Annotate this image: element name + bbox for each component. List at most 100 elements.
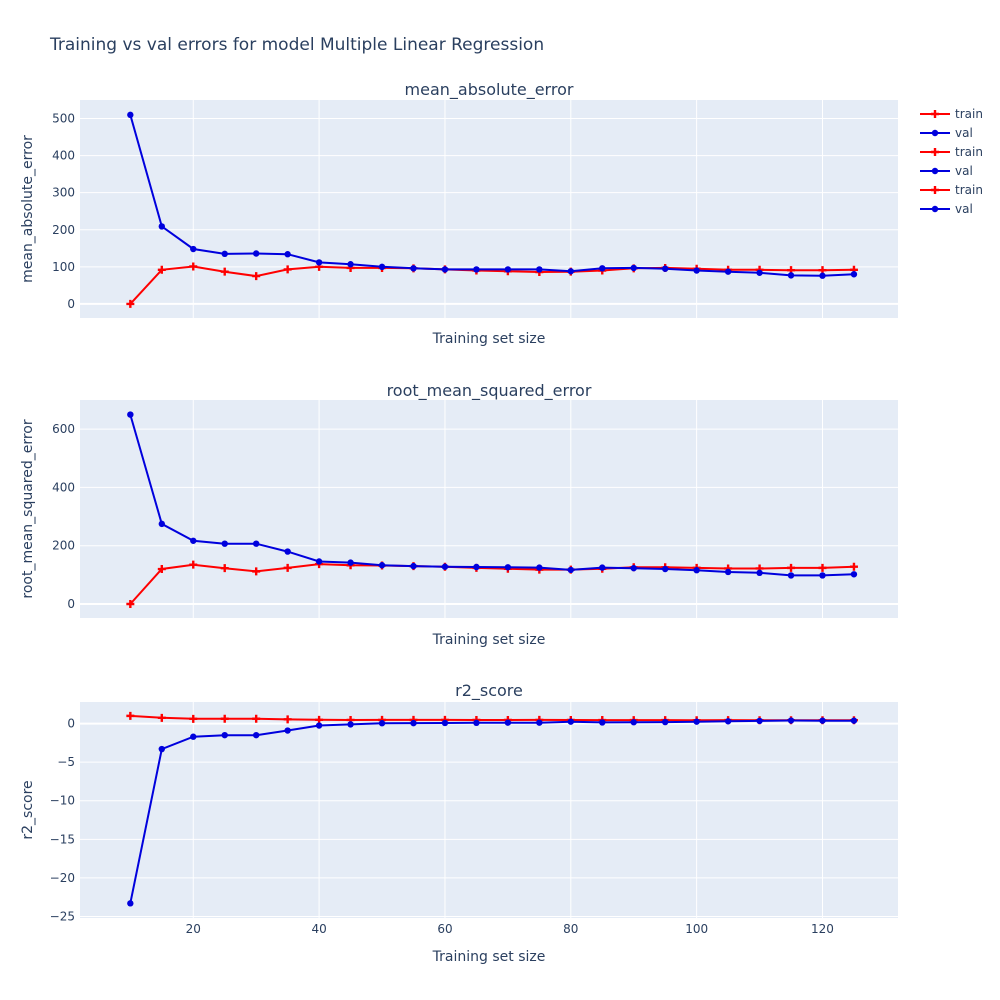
data-point-val	[190, 245, 197, 253]
data-point-val	[536, 266, 543, 273]
data-point-train	[849, 562, 858, 571]
data-point-val	[190, 733, 197, 740]
legend-item-val[interactable]: val	[920, 126, 973, 140]
y-tick-label: −20	[50, 871, 75, 885]
y-tick-label: 0	[67, 597, 75, 611]
series-val	[127, 717, 858, 907]
data-point-val	[661, 565, 669, 573]
data-point-val	[158, 745, 165, 753]
legend-marker	[931, 110, 939, 118]
data-point-val	[661, 718, 669, 726]
data-point-val	[567, 718, 574, 725]
data-point-val	[819, 572, 826, 579]
legend-item-train[interactable]: train	[920, 145, 983, 159]
y-tick-label: 200	[52, 223, 75, 237]
data-point-val	[252, 250, 260, 257]
legend-label: train	[955, 183, 983, 197]
data-point-val	[756, 717, 763, 725]
y-axis-label: mean_absolute_error	[20, 135, 36, 283]
legend-item-val[interactable]: val	[920, 164, 973, 178]
data-point-val	[850, 271, 858, 278]
data-point-val	[850, 717, 858, 724]
data-point-val	[599, 564, 606, 571]
data-point-train	[252, 714, 261, 723]
data-point-val	[378, 720, 386, 727]
data-point-val	[190, 537, 197, 544]
legend-item-train[interactable]: train	[920, 183, 983, 197]
data-point-val	[693, 267, 700, 274]
data-point-val	[567, 566, 574, 574]
y-tick-label: 400	[52, 480, 75, 494]
legend-item-train[interactable]: train	[920, 107, 983, 121]
data-point-val	[473, 719, 480, 727]
data-point-val	[504, 719, 512, 726]
series-line-train	[130, 714, 855, 722]
data-point-train	[126, 711, 135, 720]
data-point-val	[661, 265, 669, 272]
legend-label: val	[955, 202, 973, 216]
data-point-val	[410, 562, 417, 570]
legend[interactable]: train val train val train val	[920, 107, 983, 216]
legend-marker	[931, 129, 939, 137]
data-point-val	[473, 563, 480, 571]
y-tick-label: 100	[52, 260, 75, 274]
data-point-val	[504, 564, 512, 571]
legend-marker	[931, 167, 939, 175]
subplot-title: r2_score	[455, 681, 523, 701]
data-point-val	[441, 719, 449, 727]
legend-label: val	[955, 164, 973, 178]
series-line-val	[129, 414, 855, 577]
data-point-val	[410, 719, 417, 727]
data-point-val	[441, 266, 449, 273]
data-point-val	[284, 548, 291, 555]
x-axis-label: Training set size	[432, 331, 546, 347]
data-point-train	[189, 560, 198, 569]
x-axis-label: Training set size	[432, 632, 546, 648]
data-point-val	[536, 564, 543, 571]
data-point-train	[283, 265, 292, 274]
series-val	[127, 111, 858, 279]
legend-item-val[interactable]: val	[920, 202, 973, 216]
y-tick-label: 0	[67, 297, 75, 311]
data-point-val	[347, 721, 354, 728]
legend-marker	[931, 205, 939, 213]
data-point-val	[787, 717, 795, 724]
x-axis-label: Training set size	[432, 949, 546, 965]
plot-area	[80, 400, 898, 618]
series-val	[127, 411, 858, 579]
data-point-val	[599, 265, 606, 272]
plot-area	[80, 702, 898, 918]
figure-title: Training vs val errors for model Multipl…	[49, 35, 544, 55]
y-axis-label: r2_score	[20, 780, 36, 839]
data-point-train	[283, 563, 292, 572]
data-point-val	[504, 266, 512, 273]
y-tick-label: 300	[52, 186, 75, 200]
y-tick-label: 200	[52, 539, 75, 553]
x-tick-label: 120	[811, 922, 834, 936]
y-tick-label: 500	[52, 112, 75, 126]
legend-marker	[931, 148, 939, 156]
data-point-val	[347, 559, 354, 566]
data-point-train	[157, 265, 166, 274]
data-point-val	[410, 265, 417, 272]
data-point-val	[315, 558, 323, 565]
data-point-val	[347, 261, 354, 268]
data-point-val	[756, 269, 763, 276]
y-tick-label: −10	[50, 794, 75, 808]
data-point-val	[127, 111, 134, 119]
data-point-val	[473, 266, 480, 273]
x-tick-label: 20	[186, 922, 201, 936]
data-point-val	[252, 540, 260, 547]
data-point-train	[818, 563, 827, 572]
data-point-train	[189, 262, 198, 271]
data-point-val	[221, 731, 228, 739]
data-point-val	[850, 571, 858, 578]
data-point-train	[252, 567, 261, 576]
data-point-val	[315, 722, 323, 729]
data-point-val	[315, 259, 323, 266]
series-line-train	[129, 265, 855, 305]
subplot-3: −25 −20 −15 −10 −5 0 20 40 60 80 100 120 r2_score Tra…	[20, 681, 898, 965]
data-point-train	[220, 564, 229, 573]
data-point-val	[378, 263, 386, 271]
